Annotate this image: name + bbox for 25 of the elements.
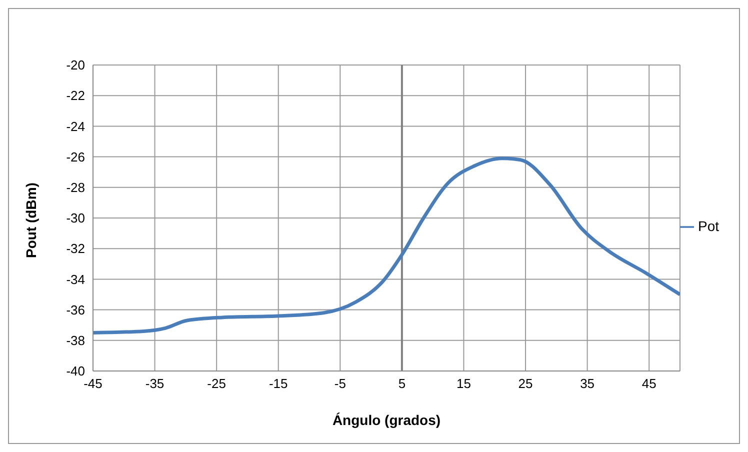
x-tick-label: 25 <box>518 376 533 392</box>
x-tick-label: 45 <box>642 376 656 392</box>
x-tick-label: -45 <box>84 376 102 392</box>
x-tick-label: -5 <box>334 376 346 392</box>
legend-label: Pot <box>698 218 719 234</box>
x-tick-label: -15 <box>268 376 288 392</box>
x-tick-label: 15 <box>456 376 471 392</box>
x-axis-title: Ángulo (grados) <box>332 412 441 428</box>
y-tick-label: -40 <box>66 364 85 379</box>
y-tick-label: -32 <box>66 241 85 256</box>
y-tick-label: -28 <box>66 180 85 196</box>
y-tick-label: -34 <box>66 272 85 287</box>
x-tick-label: -25 <box>207 376 226 392</box>
y-tick-label: -30 <box>66 210 85 226</box>
x-tick-label: -35 <box>145 376 164 392</box>
y-tick-label: -38 <box>66 333 85 348</box>
line-series <box>93 156 680 334</box>
x-tick-label: 5 <box>398 376 406 392</box>
y-tick-label: -26 <box>66 149 85 164</box>
y-tick-label: -36 <box>66 302 85 318</box>
y-tick-label: -24 <box>66 118 85 134</box>
y-axis-title: Pout (dBm) <box>22 182 39 258</box>
x-tick-label: 35 <box>580 376 595 392</box>
y-tick-label: -20 <box>66 58 85 73</box>
y-tick-label: -22 <box>66 88 85 104</box>
